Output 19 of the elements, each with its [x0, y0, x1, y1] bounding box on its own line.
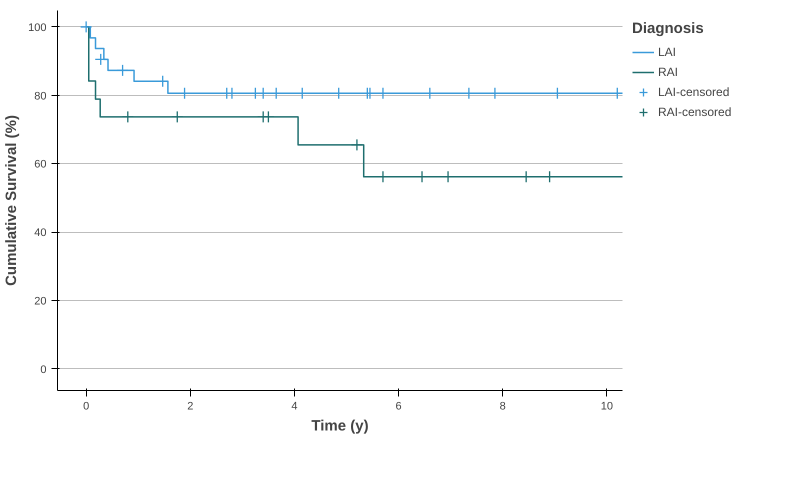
y-axis-title: Cumulative Survival (%) — [3, 115, 20, 286]
x-tick-label: 8 — [500, 400, 506, 412]
y-tick-label: 60 — [34, 158, 47, 171]
x-tick-label: 6 — [396, 400, 402, 412]
legend-label: RAI — [658, 65, 678, 79]
y-tick-label: 100 — [28, 22, 47, 34]
legend-title: Diagnosis — [632, 20, 705, 37]
x-axis-title: Time (y) — [311, 418, 369, 434]
y-tick-label: 0 — [40, 364, 47, 376]
y-tick-label: 20 — [34, 296, 47, 308]
x-tick-label: 0 — [83, 400, 90, 412]
x-tick-label: 4 — [291, 400, 298, 412]
x-tick-label: 2 — [187, 400, 194, 412]
x-tick-label: 10 — [600, 400, 614, 412]
y-tick-label: 40 — [34, 227, 47, 240]
legend-label: RAI-censored — [658, 105, 732, 119]
legend-label: LAI — [658, 45, 678, 59]
legend-label: LAI-censored — [658, 85, 730, 99]
y-tick-label: 80 — [34, 90, 47, 102]
